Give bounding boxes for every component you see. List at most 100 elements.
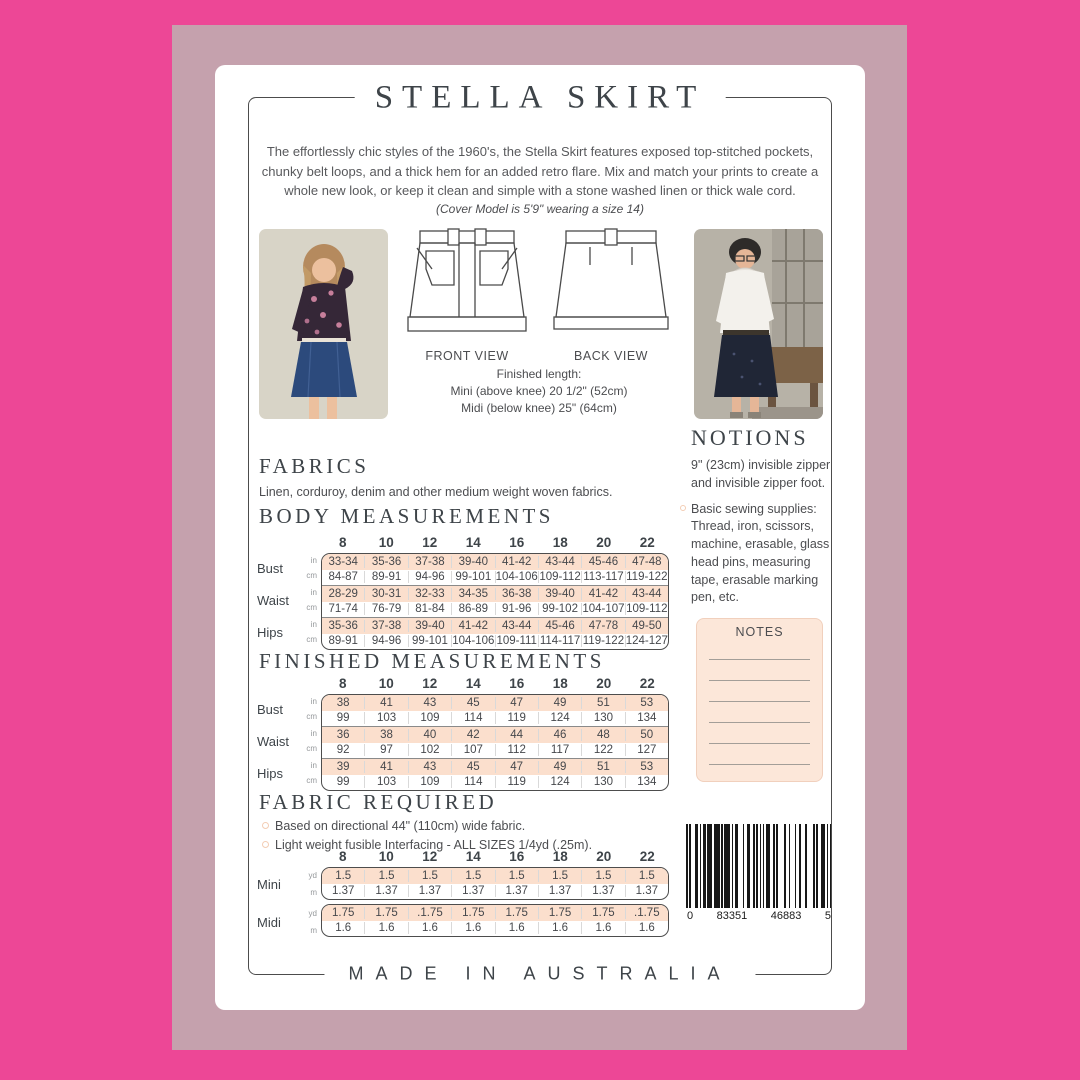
fabric-note-line: Based on directional 44" (110cm) wide fa… <box>262 817 592 836</box>
measurement-cell: 76-79 <box>364 603 407 616</box>
row-label: Bust in cm <box>257 553 321 584</box>
measurement-cell: 112 <box>494 744 538 757</box>
measurement-cell: 1.37 <box>407 885 451 898</box>
model-photo-front-illustration <box>259 229 388 419</box>
measurement-cell: 124-127 <box>624 635 668 648</box>
measurement-cell: 94-96 <box>364 635 407 648</box>
measurement-cell: 84-87 <box>328 571 358 584</box>
unit-label: in <box>310 728 317 738</box>
measurement-cell: 104-106 <box>494 571 538 584</box>
measurement-cell: 43 <box>407 696 451 709</box>
back-view-label: BACK VIEW <box>574 349 648 363</box>
measurement-cell: 1.37 <box>494 885 538 898</box>
row-label-text: Waist <box>257 734 290 749</box>
size-header-cell: 18 <box>552 535 568 550</box>
measurement-cell: 1.5 <box>364 869 407 882</box>
measurement-cell: 53 <box>624 760 668 773</box>
row-label: Waist in cm <box>257 585 321 616</box>
barcode-module <box>768 824 771 908</box>
notes-line <box>709 744 810 765</box>
unit-label: yd <box>308 908 317 918</box>
measurement-cell: 1.37 <box>451 885 494 898</box>
measurement-cell: 119-122 <box>581 635 625 648</box>
barcode-module <box>826 824 829 908</box>
measurement-cell: 28-29 <box>328 587 358 600</box>
size-header-row: 8 10 12 14 16 18 20 22 <box>257 535 669 550</box>
notes-line <box>709 723 810 744</box>
upc-barcode: 0 83351 46883 5 <box>686 824 832 922</box>
row-label: Hips in cm <box>257 758 321 789</box>
barcode-module <box>762 824 765 908</box>
measurement-cell: 1.75 <box>494 906 538 919</box>
barcode-module <box>829 824 832 908</box>
barcode-digit-group: 46883 <box>770 910 802 922</box>
back-view-drawing: BACK VIEW <box>545 225 677 363</box>
measurement-cell: 1.37 <box>624 885 668 898</box>
measurement-cell: 119 <box>494 712 538 725</box>
fabric-note-line: Light weight fusible Interfacing - ALL S… <box>262 836 592 855</box>
table-row: 71-74 76-79 81-84 86-89 91-96 99-102 104-107 10… <box>322 602 668 618</box>
measurement-cell: 99-101 <box>407 635 451 648</box>
notes-panel: NOTES <box>696 618 823 782</box>
measurement-cell: 114 <box>451 776 494 789</box>
body-measurements-table: 8 10 12 14 16 18 20 22 Bust in cm Waist in cm Hips in cm… <box>257 535 669 650</box>
measurement-cell: 32-33 <box>407 587 451 600</box>
measurement-cell: 119 <box>494 776 538 789</box>
finished-length-mini: Mini (above knee) 20 1/2" (52cm) <box>450 383 628 398</box>
measurement-cell: 53 <box>624 696 668 709</box>
technical-drawings: FRONT VIEW BACK VIEW <box>401 225 677 363</box>
barcode-module <box>753 824 755 908</box>
table-row: 89-91 94-96 99-101 104-106 109-111 114-117 119… <box>322 634 668 650</box>
barcode-module <box>725 824 728 908</box>
notion-item: 9" (23cm) invisible zipper and invisible… <box>691 458 831 490</box>
size-header-cell: 18 <box>552 676 568 691</box>
row-labels-column: Mini yd m Midi yd m <box>257 867 321 939</box>
size-header-cell: 16 <box>509 849 525 864</box>
barcode-digits: 0 83351 46883 5 <box>686 910 832 922</box>
size-header-cell: 22 <box>639 676 655 691</box>
size-header-cell: 16 <box>509 535 525 550</box>
fabric-note-text: Light weight fusible Interfacing - ALL S… <box>275 838 593 853</box>
table-data-box: 1.75 1.75.1.75 1.75 1.75 1.75 1.75.1.75 1.6 1.6… <box>321 904 669 937</box>
size-header-cell: 10 <box>378 676 394 691</box>
notes-writing-lines <box>697 639 822 765</box>
barcode-module <box>689 824 691 908</box>
measurement-cell: 1.6 <box>624 922 668 935</box>
measurement-cell: 34-35 <box>451 587 494 600</box>
measurement-cell: 41 <box>364 760 407 773</box>
barcode-module <box>704 824 706 908</box>
measurement-group: 35-36 37-38 39-40 41-42 43-44 45-46 47-78 49-50… <box>322 617 668 649</box>
measurement-cell: 1.5 <box>537 869 581 882</box>
unit-label: in <box>310 696 317 706</box>
measurement-cell: 39-40 <box>451 555 494 568</box>
barcode-module <box>820 824 823 908</box>
bullet-ring-icon <box>262 841 269 849</box>
data-columns: 38 41 43 45 47 49 51 53 99 103 109 114 119 124 130 134 3… <box>321 694 669 791</box>
row-label-text: Bust <box>257 702 284 717</box>
notes-heading: NOTES <box>735 625 784 639</box>
measurement-cell: 33-34 <box>328 555 358 568</box>
measurement-cell: 47 <box>494 760 538 773</box>
measurement-cell: 36-38 <box>494 587 538 600</box>
row-unit-labels: in cm <box>306 553 317 584</box>
measurement-cell: 81-84 <box>407 603 451 616</box>
measurement-cell: 94-96 <box>407 571 451 584</box>
measurement-cell: 51 <box>581 696 624 709</box>
measurement-cell: 99 <box>336 712 350 725</box>
measurement-cell: 47 <box>494 696 538 709</box>
measurement-cell: 89-91 <box>364 571 407 584</box>
measurement-cell: 91-96 <box>494 603 538 616</box>
measurement-cell: 1.75 <box>331 906 355 919</box>
measurement-cell: 103 <box>364 776 407 789</box>
size-header-row: 8 10 12 14 16 18 20 22 <box>257 676 669 691</box>
measurement-cell: 42 <box>451 728 494 741</box>
fabric-required-notes: Based on directional 44" (110cm) wide fa… <box>262 817 592 856</box>
size-header-cell: 20 <box>596 849 612 864</box>
barcode-module <box>794 824 797 908</box>
table-row: 1.75 1.75.1.75 1.75 1.75 1.75 1.75.1.75 <box>322 905 668 921</box>
size-header-cell: 8 <box>338 849 347 864</box>
measurement-cell: 39-40 <box>537 587 581 600</box>
measurement-cell: 45 <box>451 696 494 709</box>
measurement-cell: 1.6 <box>537 922 581 935</box>
barcode-module <box>767 824 769 908</box>
